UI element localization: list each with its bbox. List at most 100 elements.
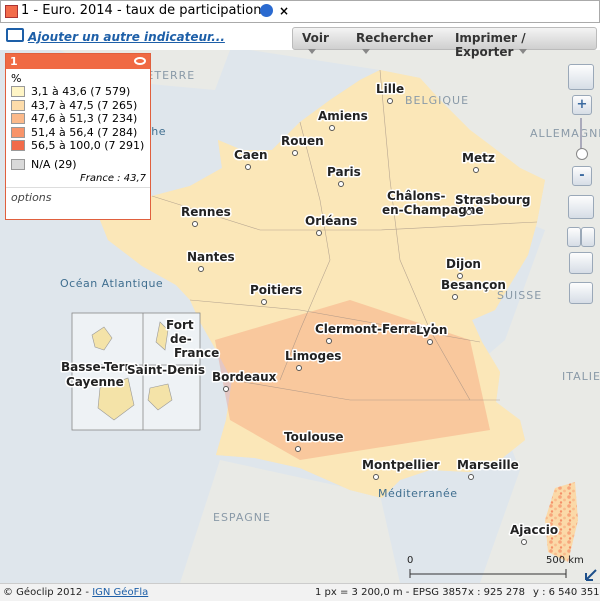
city-marker: [452, 294, 458, 300]
city-label: Rouen: [281, 134, 324, 148]
menu-button[interactable]: Voir: [293, 28, 339, 49]
city-marker: [296, 365, 302, 371]
country-label: ESPAGNE: [213, 511, 271, 524]
legend-item: 56,5 à 100,0 (7 291): [6, 139, 150, 153]
city-label: Toulouse: [284, 430, 344, 444]
city-label: Saint-Denis: [127, 363, 205, 377]
source-link[interactable]: IGN GéoFla: [92, 587, 149, 598]
city-label: Lyon: [416, 323, 447, 337]
copyright-text: © Géoclip 2012 -: [3, 587, 90, 598]
legend-swatch: [11, 140, 25, 152]
legend-item: N/A (29): [6, 158, 150, 172]
zoom-out[interactable]: -: [572, 166, 592, 186]
indicator-color: [5, 5, 18, 18]
city-marker: [316, 230, 322, 236]
zoom-in[interactable]: +: [572, 95, 592, 115]
legend-item: 51,4 à 56,4 (7 284): [6, 126, 150, 140]
legend-item: 3,1 à 43,6 (7 579): [6, 85, 150, 99]
city-marker: [468, 474, 474, 480]
france: [71, 69, 578, 562]
city-label: de-: [170, 332, 192, 346]
city-marker: [457, 273, 463, 279]
toolbar: Voir Rechercher Imprimer / Exporter: [292, 27, 597, 59]
menu-button[interactable]: Rechercher: [347, 28, 438, 49]
screenshot-button[interactable]: [569, 252, 593, 274]
city-marker: [427, 339, 433, 345]
scale-start: 0: [407, 555, 413, 566]
city-label: Amiens: [318, 109, 368, 123]
y-coordinate: y : 6 540 351: [533, 587, 600, 598]
options-button[interactable]: options: [6, 187, 150, 207]
neighbor-land: [180, 460, 400, 583]
pan-left[interactable]: [567, 227, 581, 247]
resolution: 1 px = 3 200,0 m - EPSG 3857: [315, 587, 468, 598]
city-label: en-Champagne: [382, 203, 484, 217]
menu-button[interactable]: Imprimer / Exporter: [446, 28, 588, 59]
sea-label: Océan Atlantique: [60, 277, 163, 290]
visibility-toggle[interactable]: [134, 57, 146, 65]
legend-label: N/A (29): [31, 157, 77, 171]
search-map-button[interactable]: [568, 64, 594, 90]
fullscreen-button[interactable]: [568, 195, 594, 219]
legend-item: 47,6 à 51,3 (7 234): [6, 112, 150, 126]
city-label: Bordeaux: [212, 370, 277, 384]
city-label: Ajaccio: [510, 523, 558, 537]
city-label: Poitiers: [250, 283, 302, 297]
city-marker: [292, 150, 298, 156]
city-label: Clermont-Ferrand: [315, 322, 435, 336]
city-label: Montpellier: [362, 458, 440, 472]
status-bar: © Géoclip 2012 - IGN GéoFla 1 px = 3 200…: [0, 583, 600, 601]
map: ANGLETERRE BELGIQUE ALLEMAGNE SUISSE ITA…: [0, 50, 600, 583]
city-marker: [326, 338, 332, 344]
city-marker: [412, 205, 418, 211]
legend-swatch: [11, 113, 25, 125]
close-button[interactable]: ×: [279, 4, 290, 18]
city-label: Paris: [327, 165, 361, 179]
toolbar-row: Ajouter un autre indicateur... Voir Rech…: [0, 23, 600, 59]
legend-title: 1: [10, 55, 18, 68]
city-label: Nantes: [187, 250, 235, 264]
country-label: ITALIE: [562, 370, 600, 383]
add-indicator-text: Ajouter un autre indicateur...: [28, 30, 225, 44]
info-button[interactable]: [260, 4, 273, 17]
pan-right[interactable]: [581, 227, 595, 247]
country-label: BELGIQUE: [405, 94, 469, 107]
city-label: Lille: [376, 82, 404, 96]
add-indicator-link[interactable]: Ajouter un autre indicateur...: [6, 28, 225, 44]
legend-label: 3,1 à 43,6 (7 579): [31, 85, 131, 99]
legend-unit: %: [11, 72, 22, 85]
city-label: France: [174, 346, 219, 360]
city-label: Marseille: [457, 458, 519, 472]
google-button[interactable]: [569, 282, 593, 304]
city-label: Cayenne: [66, 375, 124, 389]
city-label: Besançon: [441, 278, 506, 292]
legend-swatch: [11, 158, 25, 170]
legend-label: 51,4 à 56,4 (7 284): [31, 125, 138, 139]
city-marker: [338, 181, 344, 187]
legend-label: 56,5 à 100,0 (7 291): [31, 139, 145, 153]
city-marker: [295, 446, 301, 452]
x-coordinate: x : 925 278: [468, 587, 525, 598]
city-label: Strasbourg: [455, 193, 530, 207]
city-marker: [192, 221, 198, 227]
zoom-handle[interactable]: [576, 148, 588, 160]
city-marker: [387, 98, 393, 104]
legend-swatch: [11, 99, 25, 111]
city-label: Fort: [166, 318, 194, 332]
city-marker: [223, 386, 229, 392]
scale-bar: 0 500 km: [407, 555, 597, 581]
city-marker: [521, 539, 527, 545]
city-marker: [198, 266, 204, 272]
title-bar: 1 - Euro. 2014 - taux de participation ×: [0, 0, 600, 23]
legend-item: 43,7 à 47,5 (7 265): [6, 99, 150, 113]
sea-label: Méditerranée: [378, 487, 457, 500]
scale-end: 500 km: [546, 555, 584, 566]
city-label: Rennes: [181, 205, 231, 219]
zoom-slider[interactable]: [580, 118, 582, 158]
legend: 1 % 3,1 à 43,6 (7 579) 43,7 à 47,5 (7 265…: [5, 53, 151, 220]
city-label: Limoges: [285, 349, 341, 363]
city-marker: [466, 209, 472, 215]
legend-swatch: [11, 86, 25, 98]
city-marker: [261, 299, 267, 305]
